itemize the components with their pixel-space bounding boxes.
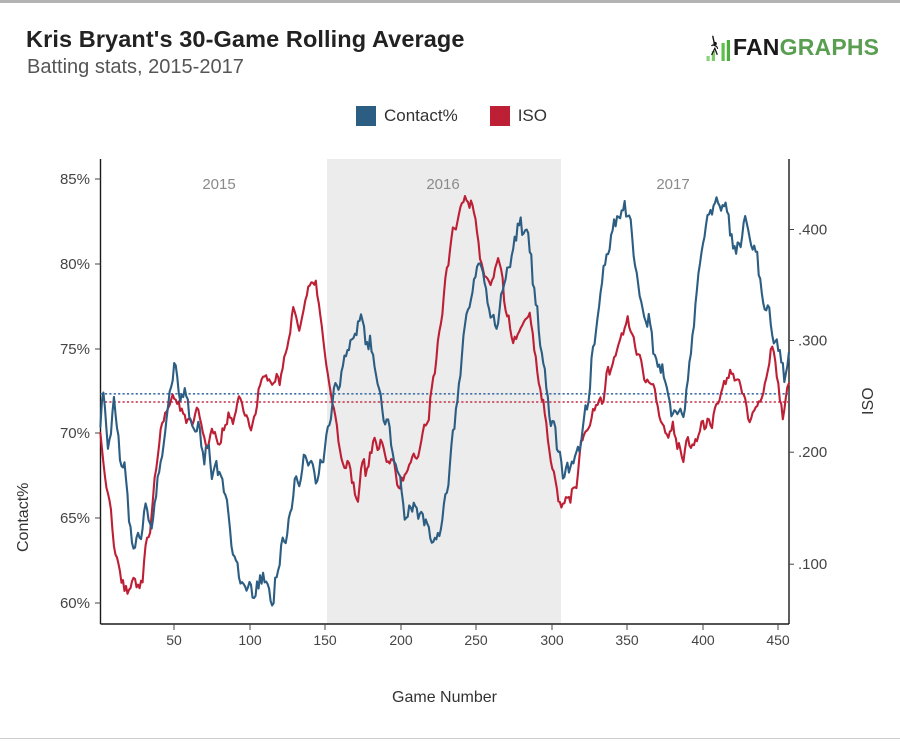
svg-text:70%: 70% [60, 425, 90, 442]
svg-text:2015: 2015 [202, 176, 235, 193]
svg-text:.200: .200 [798, 444, 827, 461]
svg-text:300: 300 [540, 632, 564, 648]
svg-text:75%: 75% [60, 341, 90, 358]
svg-text:80%: 80% [60, 256, 90, 273]
svg-text:250: 250 [464, 632, 488, 648]
svg-text:2017: 2017 [656, 176, 689, 193]
svg-text:200: 200 [389, 632, 413, 648]
svg-text:400: 400 [691, 632, 715, 648]
svg-text:150: 150 [313, 632, 337, 648]
svg-text:2016: 2016 [426, 176, 459, 193]
svg-text:.300: .300 [798, 333, 827, 350]
svg-text:350: 350 [615, 632, 639, 648]
svg-text:85%: 85% [60, 171, 90, 188]
svg-text:450: 450 [766, 632, 790, 648]
svg-text:50: 50 [166, 632, 182, 648]
svg-text:.100: .100 [798, 556, 827, 573]
svg-text:65%: 65% [60, 510, 90, 527]
svg-text:100: 100 [238, 632, 262, 648]
svg-text:60%: 60% [60, 595, 90, 612]
svg-text:.400: .400 [798, 222, 827, 239]
